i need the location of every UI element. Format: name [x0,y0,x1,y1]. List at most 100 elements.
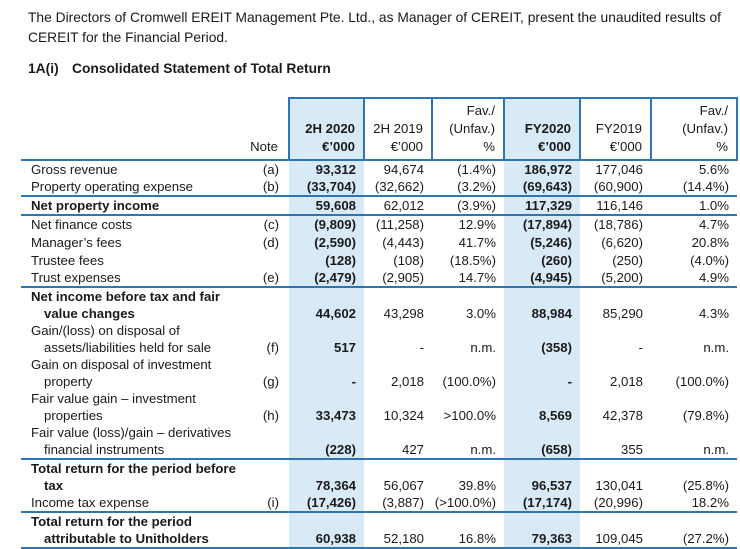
value-cell: (5,200) [580,269,651,288]
statement-of-total-return-table: Note 2H 2020 €’000 2H 2019 €’000 Fav./ (… [21,97,738,549]
label-column-header [21,98,233,161]
table-row-gain-disposal-investment-property: Gain on disposal of investment property (… [21,356,737,390]
value-cell: - [419,340,424,355]
value-cell: (5,246) [504,233,580,251]
note-cell [233,424,289,460]
value-cell: 93,312 [289,160,364,178]
table-row-total-return-before-tax: Total return for the period before tax 78… [21,459,737,494]
value-cell: (18.5%) [449,253,496,268]
value-cell: 186,972 [504,160,580,178]
value-cell: (260) [504,251,580,269]
col-header-2h2019: 2H 2019 €’000 [363,97,433,161]
value-cell: 60,938 [289,512,364,549]
row-label: Total return for the period before tax [31,461,236,493]
value-cell: 177,046 [595,162,643,177]
table-header-row: Note 2H 2020 €’000 2H 2019 €’000 Fav./ (… [21,97,738,161]
value-cell: (128) [289,251,364,269]
value-cell: n.m. [651,424,737,460]
value-cell: 2,018 [609,374,643,389]
note-cell: (d) [262,235,279,250]
value-cell: 96,537 [504,459,580,494]
value-cell: n.m. [432,424,504,460]
intro-line-1: The Directors of Cromwell EREIT Manageme… [28,10,721,25]
value-cell: 88,984 [504,287,580,322]
value-cell: (3.9%) [432,196,504,216]
value-cell: (27.2%) [651,512,737,549]
value-cell: (250) [612,253,643,268]
col-header-fav-unfav-full-year: Fav./ (Unfav.) % [650,97,738,161]
value-cell: (60,900) [580,178,651,197]
note-cell: (f) [266,340,279,355]
value-cell: 62,012 [364,196,432,216]
col-header-2h2020: 2H 2020 €’000 [288,97,365,161]
value-cell: (2,905) [364,269,432,288]
note-cell [233,512,289,549]
section-heading: 1A(i) Consolidated Statement of Total Ret… [28,61,740,76]
row-label: Trustee fees [31,253,104,268]
value-cell: (79.8%) [682,408,729,423]
value-cell: 52,180 [364,512,432,549]
value-cell: 8,569 [504,390,580,424]
col-header-fav-unfav-half-year: Fav./ (Unfav.) % [431,97,505,161]
note-cell [233,287,289,322]
value-cell: 109,045 [580,512,651,549]
value-cell: (2,590) [289,233,364,251]
row-label: Trust expenses [21,269,233,288]
value-cell: (4,945) [504,269,580,288]
value-cell: 1.0% [651,196,737,216]
section-number: 1A(i) [28,61,59,76]
section-title: Consolidated Statement of Total Return [72,61,331,76]
note-cell [233,459,289,494]
value-cell: 5.6% [698,162,729,177]
value-cell: 43,298 [383,306,424,321]
value-cell: (11,258) [375,217,424,232]
value-cell: (32,662) [364,178,432,197]
table-row-property-operating-expense: Property operating expense (b) (33,704) … [21,178,737,197]
value-cell: (>100.0%) [432,494,504,513]
value-cell: 42,378 [602,408,643,423]
value-cell: 4.9% [651,269,737,288]
value-cell: (4.0%) [690,253,729,268]
value-cell: 2,018 [390,374,424,389]
value-cell: (18,786) [593,217,643,232]
value-cell: (14.4%) [651,178,737,197]
note-column-header: Note [233,98,289,161]
row-label: Income tax expense [21,494,233,513]
value-cell: 355 [580,424,651,460]
note-cell [233,196,289,216]
row-label: Fair value (loss)/gain – derivatives fina… [21,424,233,460]
table-row-income-tax-expense: Income tax expense (i) (17,426) (3,887) … [21,494,737,513]
value-cell: (17,174) [504,494,580,513]
note-cell: (b) [233,178,289,197]
value-cell: 33,473 [289,390,364,424]
row-label: Total return for the period attributable … [21,512,233,549]
value-cell: 41.7% [458,235,496,250]
row-label: Gain on disposal of investment property [31,357,212,389]
row-label: Net finance costs [31,217,133,232]
row-label: Net property income [21,196,233,216]
note-cell: (i) [233,494,289,513]
note-cell: (h) [262,408,279,423]
row-label: Net income before tax and fair value chan… [31,289,221,321]
value-cell: - [504,356,580,390]
value-cell: (9,809) [289,215,364,233]
table-row-total-return-attributable-to-unitholders: Total return for the period attributable … [21,512,737,549]
intro-paragraph: The Directors of Cromwell EREIT Manageme… [28,8,740,47]
value-cell: (25.8%) [682,478,729,493]
value-cell: 56,067 [383,478,424,493]
value-cell: (33,704) [289,178,364,197]
value-cell: n.m. [703,340,729,355]
note-cell [233,251,289,269]
value-cell: (17,894) [504,215,580,233]
table-row-net-property-income: Net property income 59,608 62,012 (3.9%)… [21,196,737,216]
note-cell: (c) [263,217,279,232]
col-header-fy2019: FY2019 €’000 [579,97,652,161]
value-cell: 14.7% [432,269,504,288]
value-cell: (69,643) [504,178,580,197]
value-cell: - [289,356,364,390]
value-cell: 4.3% [698,306,729,321]
value-cell: 44,602 [289,287,364,322]
value-cell: (6,620) [601,235,643,250]
value-cell: (20,996) [580,494,651,513]
